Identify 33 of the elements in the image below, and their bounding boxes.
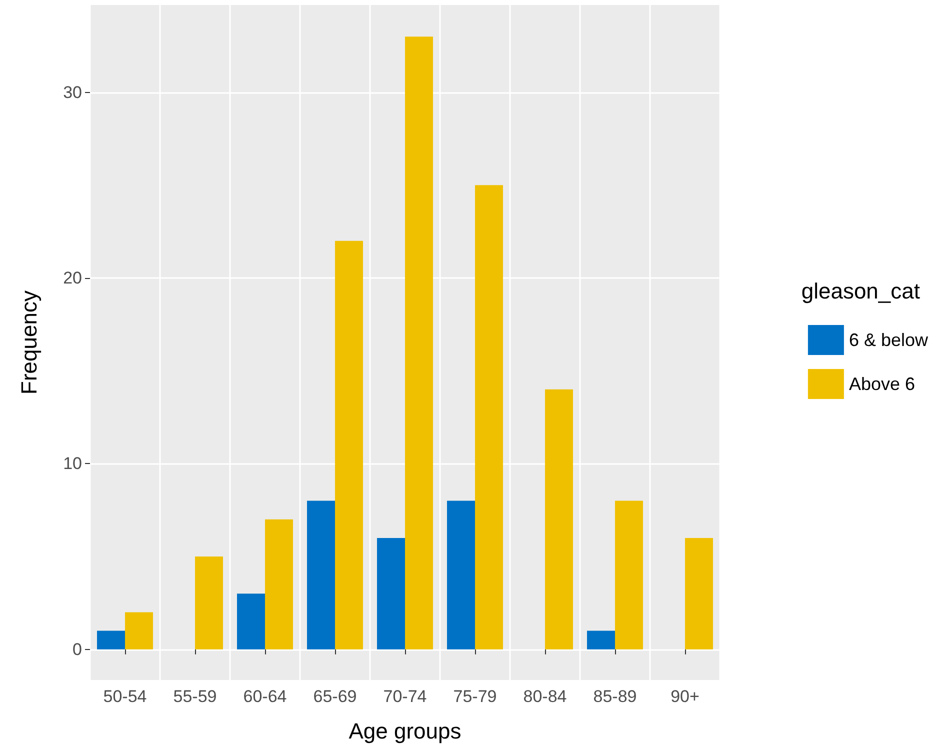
- y-tick-label: 20: [63, 268, 82, 288]
- bar: [97, 630, 125, 650]
- y-tick-label: 30: [63, 82, 82, 102]
- bar: [545, 389, 573, 650]
- bar: [615, 500, 643, 650]
- x-tick-label: 50-54: [103, 687, 147, 706]
- bar: [475, 185, 503, 650]
- x-tick-label: 65-69: [313, 687, 357, 706]
- x-tick-label: 90+: [670, 687, 700, 706]
- y-axis-title: Frequency: [16, 290, 42, 394]
- bar: [237, 594, 265, 650]
- x-tick-label: 75-79: [453, 687, 497, 706]
- bar: [125, 612, 153, 650]
- bar: [307, 500, 335, 650]
- legend-label: 6 & below: [848, 330, 929, 350]
- x-tick-label: 80-84: [523, 687, 567, 706]
- y-tick-label: 10: [63, 454, 82, 474]
- legend-label: Above 6: [848, 374, 916, 394]
- bar: [265, 519, 293, 650]
- bar: [335, 240, 363, 650]
- x-tick-label: 70-74: [383, 687, 427, 706]
- bar: [377, 538, 405, 650]
- legend-title: gleason_cat: [801, 278, 920, 304]
- y-tick-label: 0: [72, 640, 82, 659]
- x-tick-label: 55-59: [173, 687, 217, 706]
- x-axis-title: Age groups: [348, 718, 462, 744]
- x-tick-label: 85-89: [593, 687, 637, 706]
- x-tick-label: 60-64: [243, 687, 287, 706]
- bar: [587, 630, 615, 650]
- bar: [195, 556, 223, 650]
- bar: [447, 500, 475, 650]
- bar: [685, 538, 713, 650]
- bar: [405, 36, 433, 650]
